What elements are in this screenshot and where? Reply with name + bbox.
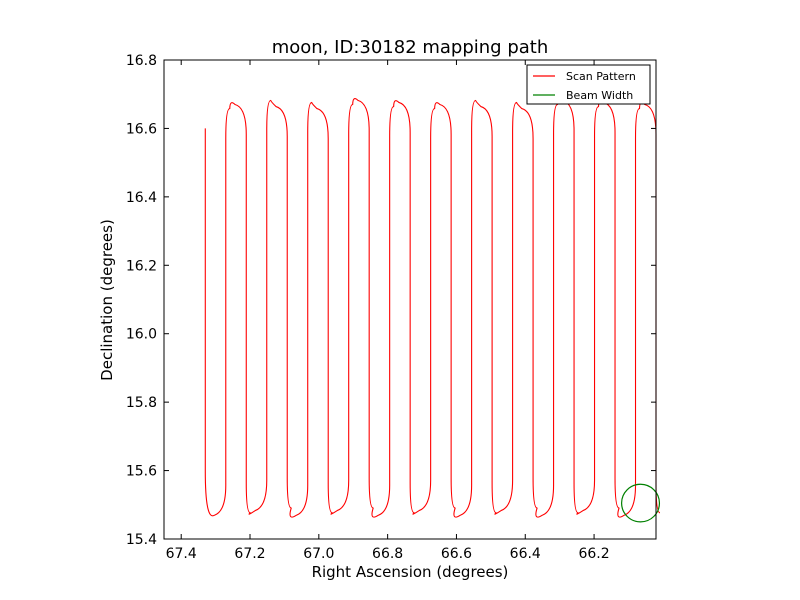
- y-tick-label: 16.8: [126, 53, 157, 69]
- x-tick-label: 66.4: [510, 546, 541, 562]
- legend-label-beam-width: Beam Width: [566, 89, 633, 102]
- beam-width-series: [620, 483, 661, 523]
- legend-box: [526, 64, 651, 105]
- chart-title: moon, ID:30182 mapping path: [272, 37, 549, 58]
- scan-pattern-line: [204, 98, 661, 518]
- legend: Scan Pattern Beam Width: [526, 64, 651, 105]
- y-axis: 15.4 15.6 15.8 16.0 16.2 16.4 16.6 16.8: [126, 53, 656, 548]
- y-tick-label: 16.0: [126, 327, 157, 343]
- y-tick-label: 16.4: [126, 190, 157, 206]
- x-tick-label: 67.4: [166, 546, 197, 562]
- scan-pattern-series: [204, 98, 661, 518]
- x-tick-label: 67.2: [234, 546, 265, 562]
- x-tick-label: 66.2: [578, 546, 609, 562]
- x-axis-label: Right Ascension (degrees): [312, 563, 509, 581]
- beam-width-circle: [620, 483, 661, 523]
- y-tick-label: 15.4: [126, 532, 157, 548]
- y-tick-label: 16.6: [126, 121, 157, 137]
- y-tick-label: 15.8: [126, 395, 157, 411]
- x-tick-label: 67.0: [303, 546, 334, 562]
- y-tick-label: 15.6: [126, 464, 157, 480]
- x-tick-label: 66.8: [372, 546, 403, 562]
- plot-frame: [163, 59, 657, 540]
- x-axis: 67.4 67.2 67.0 66.8 66.6 66.4 66.2: [166, 60, 610, 562]
- y-axis-label: Declination (degrees): [98, 219, 116, 381]
- legend-label-scan-pattern: Scan Pattern: [566, 70, 636, 83]
- x-tick-label: 66.6: [441, 546, 472, 562]
- y-tick-label: 16.2: [126, 258, 157, 274]
